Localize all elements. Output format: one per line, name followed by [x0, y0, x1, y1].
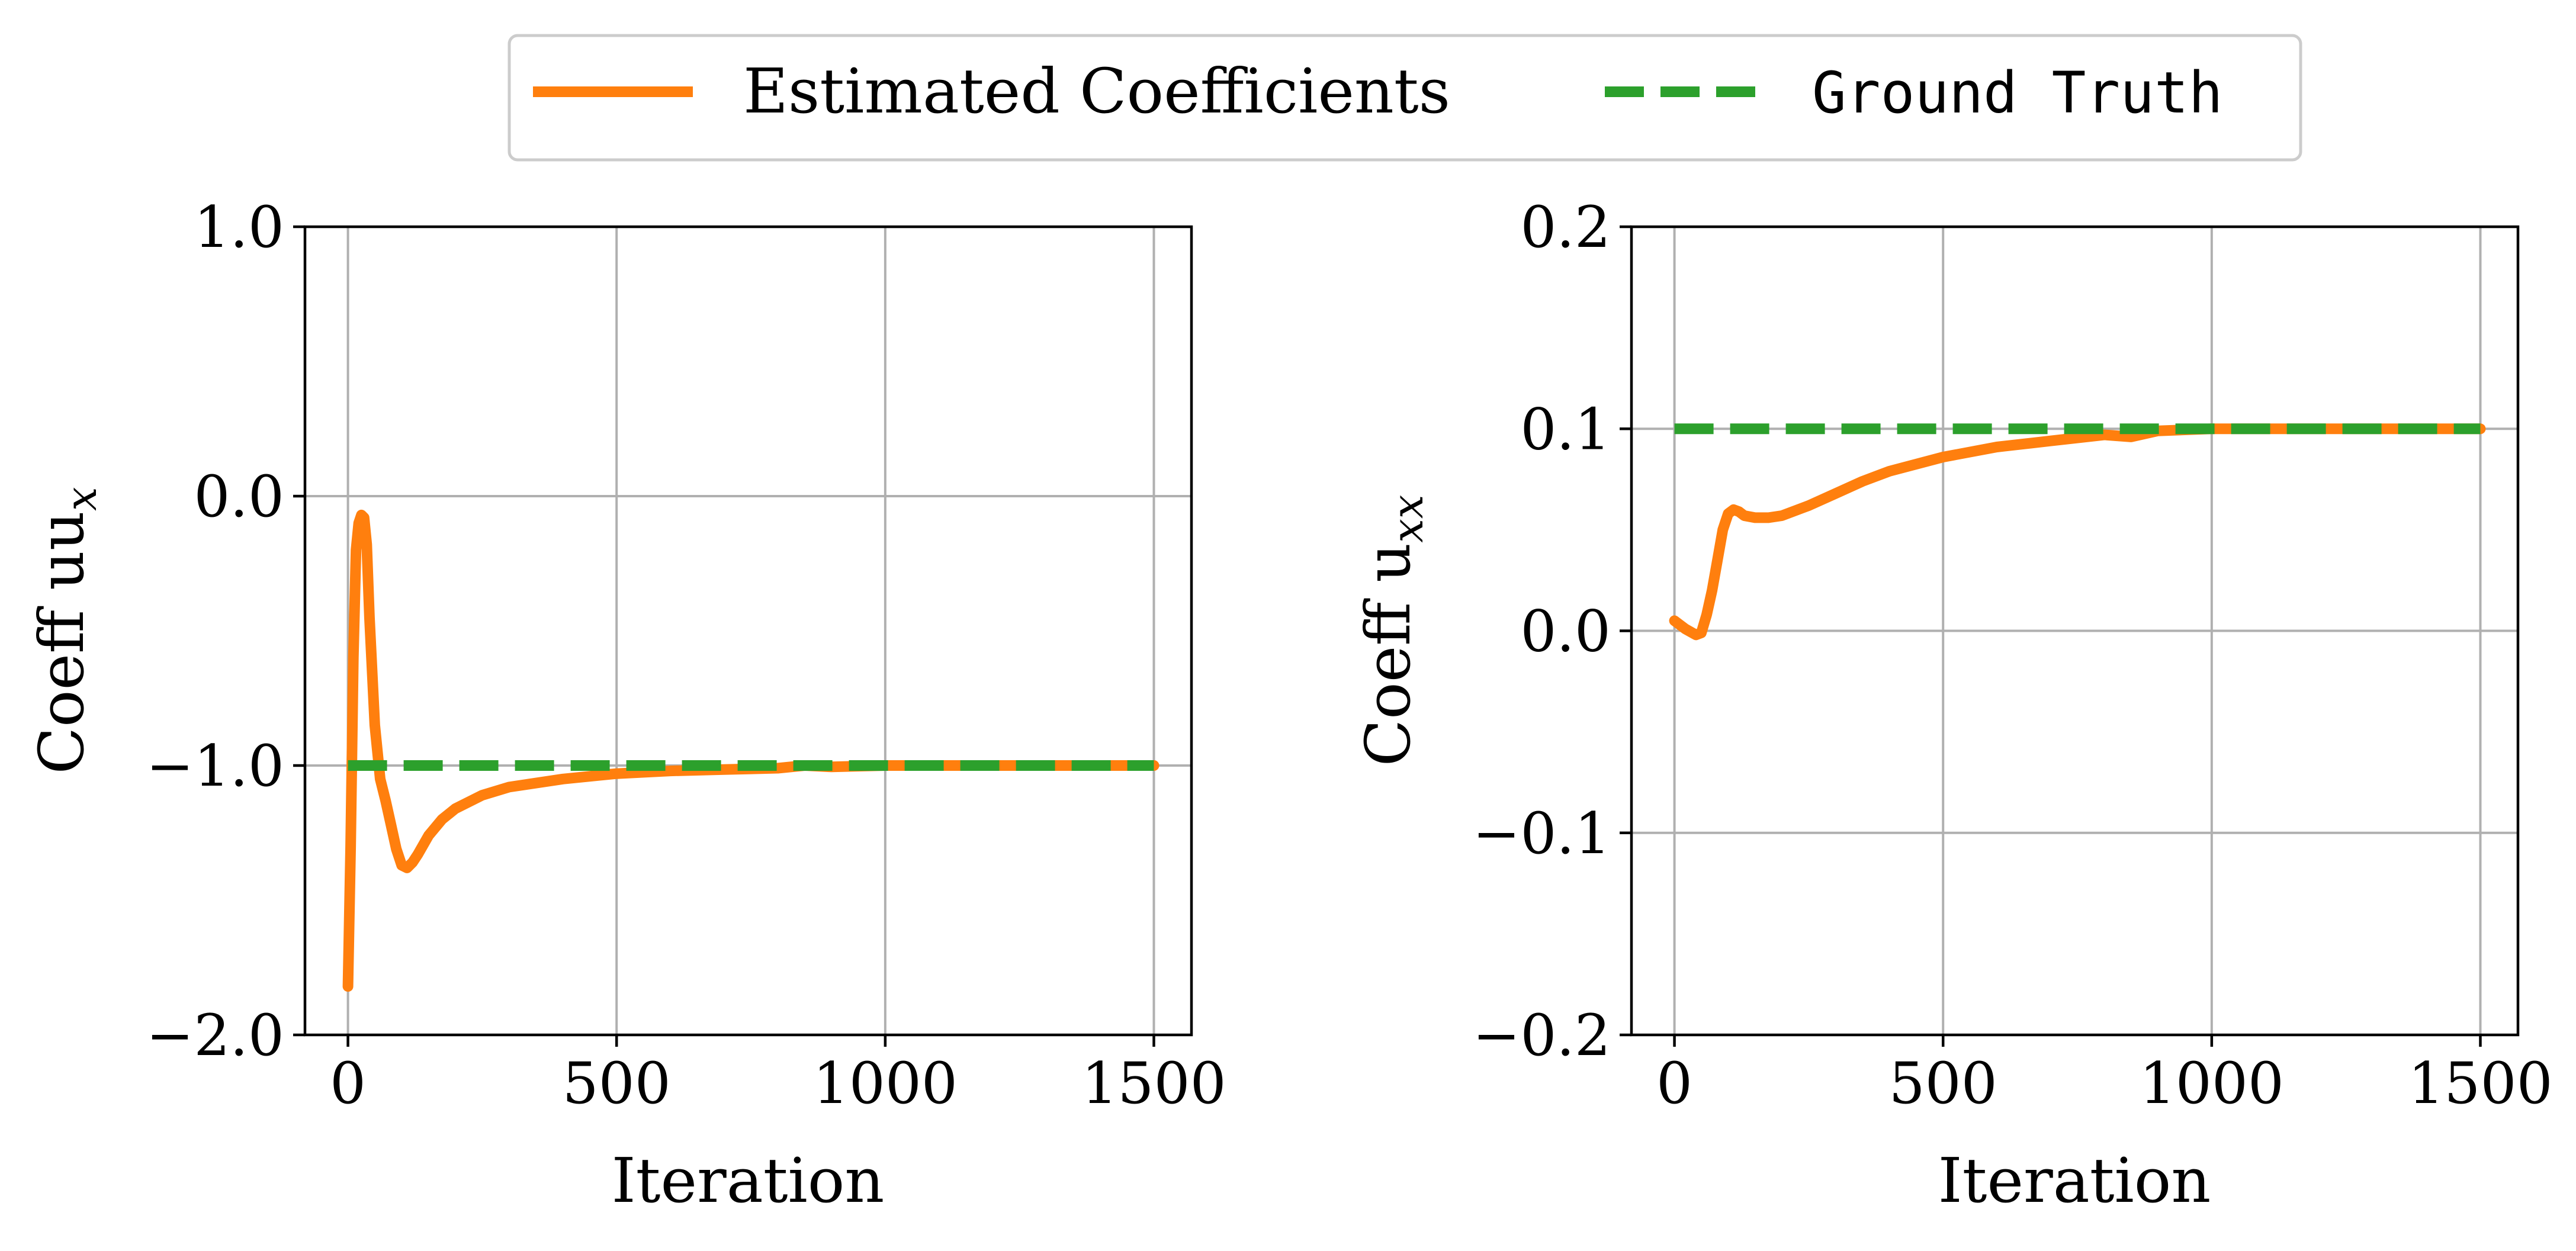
y-axis-label-left-sub: x: [56, 487, 106, 511]
y-axis-label-right-sub: xx: [1383, 495, 1432, 543]
y-axis-label-left-main: Coeff uu: [25, 511, 98, 774]
x-tick-label-left-1: 500: [563, 1050, 671, 1117]
x-axis-label-left: Iteration: [612, 1144, 885, 1217]
axes-frame-left: [303, 225, 1193, 1037]
y-axis-label-right: Coeff uxx: [1352, 495, 1432, 767]
chart-panel-uu-x: 0 500 1000 1500 1.0 0.0 −1.0 −2.0 Iteration Coe…: [25, 194, 1226, 1217]
legend-label-estimated: Estimated Coefficients: [743, 55, 1450, 127]
y-tick-label-right-0: 0.2: [1520, 194, 1611, 261]
y-tick-label-left-2: −1.0: [146, 733, 284, 799]
y-tick-label-left-1: 0.0: [194, 464, 284, 530]
ticks-left: 0 500 1000 1500 1.0 0.0 −1.0 −2.0: [146, 194, 1226, 1117]
y-tick-label-right-1: 0.1: [1520, 396, 1611, 462]
y-tick-label-right-4: −0.2: [1473, 1002, 1611, 1069]
legend-label-ground-truth: Ground Truth: [1812, 60, 2223, 126]
x-tick-label-right-0: 0: [1656, 1050, 1692, 1117]
y-tick-label-right-2: 0.0: [1520, 599, 1611, 665]
x-tick-label-right-1: 500: [1889, 1050, 1997, 1117]
legend: Estimated Coefficients Ground Truth: [508, 34, 2302, 162]
y-tick-label-right-3: −0.1: [1473, 800, 1611, 867]
x-tick-label-left-3: 1500: [1081, 1050, 1226, 1117]
series-right: [1669, 423, 2486, 641]
grid-right: [1631, 226, 2518, 1036]
grid-left: [305, 226, 1191, 1036]
x-axis-label-right: Iteration: [1938, 1144, 2211, 1217]
x-tick-label-right-2: 1000: [2140, 1050, 2284, 1117]
y-tick-label-left-3: −2.0: [146, 1002, 284, 1069]
y-axis-label-right-main: Coeff u: [1352, 543, 1424, 767]
ticks-right: 0 500 1000 1500 0.2 0.1 0.0 −0.1 −0.2: [1473, 194, 2553, 1117]
series-line-left-estimated-coefficients: [342, 509, 1159, 992]
x-tick-label-left-2: 1000: [813, 1050, 958, 1117]
series-line-right-estimated-coefficients: [1669, 423, 2486, 641]
legend-frame: [508, 34, 2302, 162]
y-axis-label-left: Coeff uux: [25, 487, 106, 774]
x-tick-label-left-0: 0: [330, 1050, 366, 1117]
x-tick-label-right-3: 1500: [2408, 1050, 2552, 1117]
y-tick-label-left-0: 1.0: [194, 194, 284, 261]
series-left: [342, 509, 1159, 992]
